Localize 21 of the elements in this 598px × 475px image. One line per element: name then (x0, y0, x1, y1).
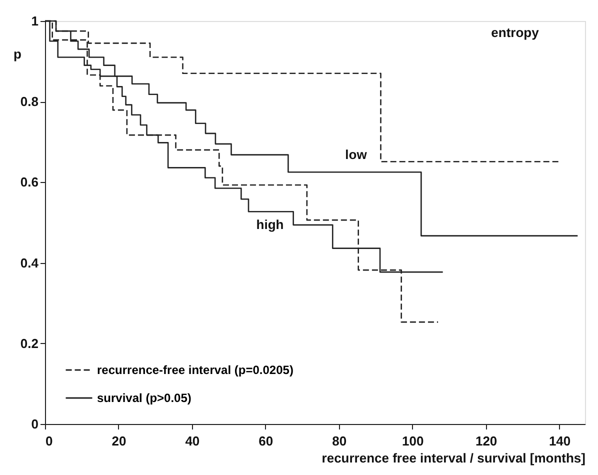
x-tick-label: 100 (402, 434, 424, 448)
x-tick-label: 0 (46, 434, 53, 448)
x-tick-label: 20 (112, 434, 126, 448)
y-tick-label: 0.8 (20, 94, 38, 110)
annotation: high (256, 217, 284, 232)
y-tick-label: 0.4 (20, 255, 40, 270)
y-tick-label: 0.6 (20, 174, 38, 190)
x-axis-title: recurrence free interval / survival [months] (322, 450, 586, 466)
y-axis-title: p (14, 46, 22, 62)
legend-label: survival (p>0.05) (97, 391, 192, 405)
x-tick-label: 60 (258, 434, 274, 448)
x-tick-label: 120 (475, 434, 498, 448)
y-tick-label: 0 (31, 416, 38, 432)
annotation: low (345, 147, 368, 162)
x-tick-label: 140 (548, 434, 571, 448)
x-tick-label: 40 (185, 434, 200, 448)
legend-label: recurrence-free interval (p=0.0205) (97, 363, 294, 377)
annotation: entropy (491, 25, 540, 40)
y-tick-label: 1 (31, 14, 38, 28)
x-tick-label: 80 (332, 434, 347, 448)
y-tick-label: 0.2 (20, 336, 38, 351)
